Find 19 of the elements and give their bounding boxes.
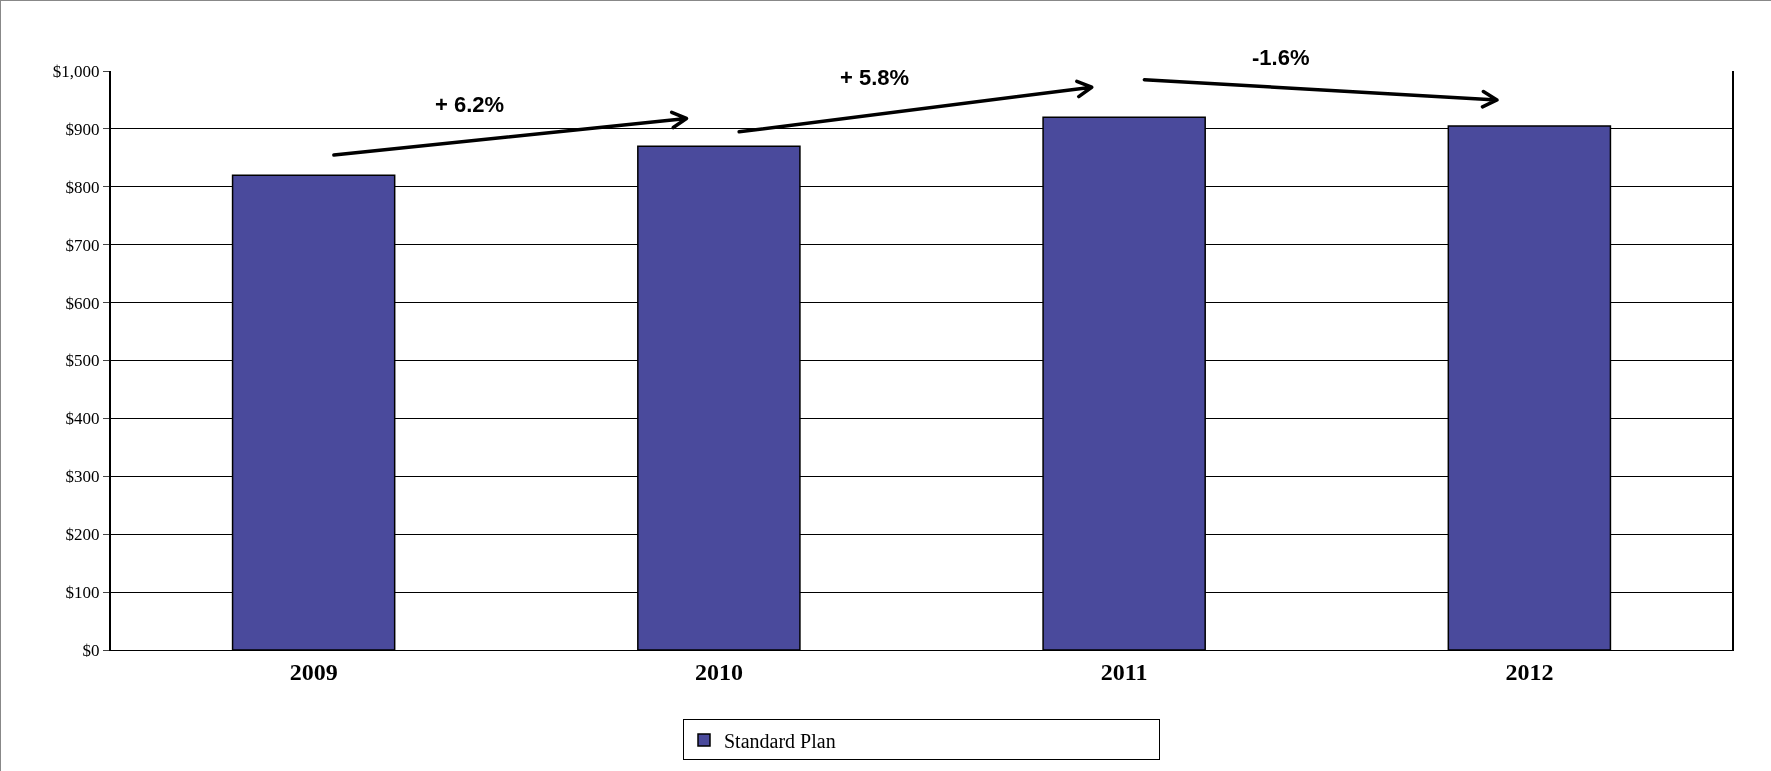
x-tick-label: 2009 [289,658,338,685]
y-tick-label: $100 [65,583,100,603]
legend-label: Standard Plan [724,729,836,752]
y-tick-label: $500 [65,351,100,371]
y-tick-label: $700 [65,235,100,255]
y-tick-label: $800 [65,177,100,197]
y-tick-label: $600 [65,293,100,313]
y-tick-label: $1,000 [52,61,100,81]
y-tick-label: $0 [82,640,100,660]
text: -1.6% [1252,45,1310,70]
x-tick-label: 2012 [1505,658,1554,685]
y-tick-label: $400 [65,409,100,429]
annotation: + 6.2% [435,92,505,117]
annotation: + 5.8% [840,65,910,90]
x-tick-label: 2010 [694,658,743,685]
x-tick-label: 2011 [1100,658,1148,685]
y-tick-label: $300 [65,467,100,487]
y-tick-label: $200 [65,525,100,545]
y-tick-label: $900 [65,119,100,139]
